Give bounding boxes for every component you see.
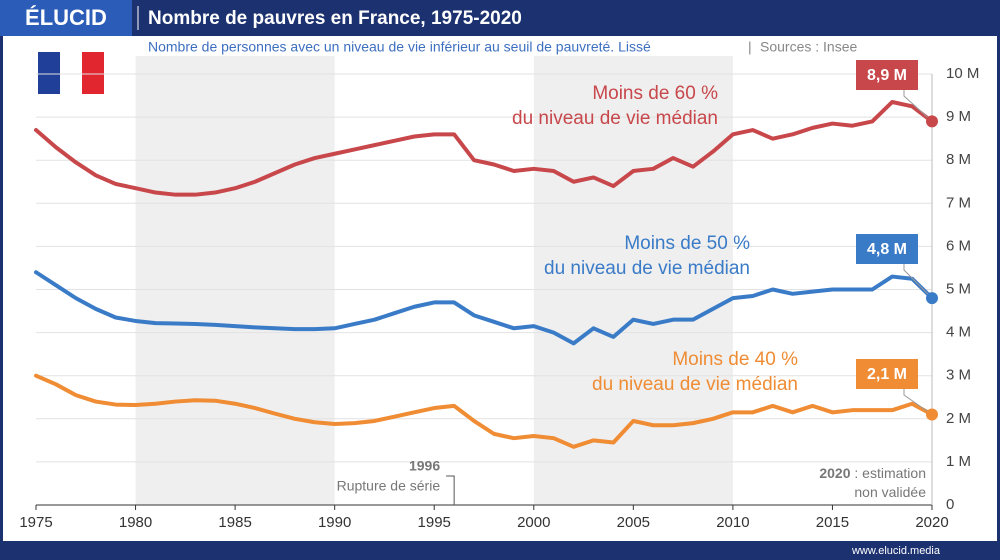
x-tick-label: 2005 xyxy=(617,514,650,531)
footer: www.elucid.media xyxy=(851,545,941,557)
series-line xyxy=(34,270,934,346)
x-tick-label: 1980 xyxy=(119,514,152,531)
value-label: 4,8 M xyxy=(867,241,907,258)
y-tick-label: 10 M xyxy=(946,65,979,82)
x-tick-label: 2010 xyxy=(716,514,749,531)
end-point xyxy=(926,408,938,421)
value-label: 2,1 M xyxy=(867,366,907,383)
x-tick-label: 1995 xyxy=(418,514,451,531)
flag xyxy=(38,52,104,94)
end-point xyxy=(926,115,938,128)
annotation-line xyxy=(446,475,455,505)
y-tick-label: 2 M xyxy=(946,410,971,427)
annotation-2020-text: 2020 : estimation non validée xyxy=(819,465,926,500)
end-point xyxy=(926,292,938,305)
annotation-2020-title: 2020 xyxy=(819,465,851,481)
logo-box xyxy=(0,0,132,36)
value-label: 8,9 M xyxy=(867,67,907,84)
y-tick-label: 6 M xyxy=(946,237,971,254)
logo: ÉLUCID xyxy=(25,5,107,30)
value-label-connector xyxy=(903,90,933,122)
subtitle: Nombre de personnes avec un niveau de vi… xyxy=(148,39,651,55)
x-tick-label: 1985 xyxy=(218,514,251,531)
source-sep: | xyxy=(748,39,752,55)
plot-background xyxy=(135,56,733,505)
footer-bar xyxy=(0,541,1000,560)
band xyxy=(533,56,733,505)
chart-title: Nombre de pauvres en France, 1975-2020 xyxy=(148,8,522,29)
x-tick-label: 2000 xyxy=(517,514,550,531)
y-tick-label: 3 M xyxy=(946,367,971,384)
value-label-box xyxy=(856,234,918,264)
series-label: Moins de 50 % du niveau de vie médian xyxy=(544,233,750,279)
series-line xyxy=(34,100,934,197)
header-bar xyxy=(0,0,1000,36)
y-tick-label: 9 M xyxy=(946,108,971,125)
series-label: Moins de 40 % du niveau de vie médian xyxy=(592,349,798,395)
series-line xyxy=(34,373,934,449)
value-label-connector xyxy=(903,264,933,299)
flag-red xyxy=(82,52,104,94)
x-tick-label: 1975 xyxy=(19,514,52,531)
y-tick-label: 4 M xyxy=(946,324,971,341)
value-label-box xyxy=(856,359,918,389)
y-tick-label: 7 M xyxy=(946,194,971,211)
value-label-box xyxy=(856,60,918,90)
flag-white xyxy=(60,52,82,94)
y-tick-label: 5 M xyxy=(946,280,971,297)
source: Sources : Insee xyxy=(760,39,857,55)
annotation-text: Rupture de série xyxy=(337,478,441,494)
y-tick-label: 0 xyxy=(946,496,954,513)
y-tick-label: 8 M xyxy=(946,151,971,168)
annotation-title: 1996 xyxy=(409,458,440,474)
flag-blue xyxy=(38,52,60,94)
x-tick-label: 2020 xyxy=(915,514,948,531)
value-label-connector xyxy=(903,389,933,415)
band xyxy=(135,56,335,505)
series-label: Moins de 60 % du niveau de vie médian xyxy=(512,83,718,129)
x-tick-label: 2015 xyxy=(816,514,849,531)
x-tick-label: 1990 xyxy=(318,514,351,531)
y-tick-label: 1 M xyxy=(946,453,971,470)
